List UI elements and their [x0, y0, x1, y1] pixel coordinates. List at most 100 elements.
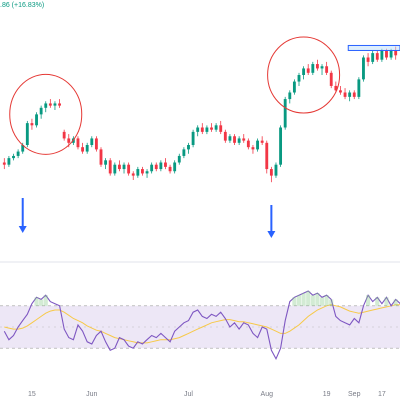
candle-body [94, 138, 98, 150]
annotation-circle [267, 36, 341, 114]
candle-body [127, 164, 131, 174]
candle-body [380, 50, 384, 60]
price-change-label: .86 (+16.83%) [0, 2, 45, 9]
candle-body [233, 136, 236, 143]
candle-body [260, 140, 264, 143]
candle-body [325, 66, 329, 73]
candle-body [25, 123, 29, 145]
candle-body [320, 66, 324, 69]
candle-body [196, 127, 200, 132]
candle-body [228, 136, 232, 141]
candle-body [366, 57, 370, 62]
candle-body [389, 50, 393, 58]
candle-body [177, 155, 181, 163]
candle-body [16, 151, 20, 156]
candle-body [12, 155, 15, 159]
candle-body [352, 92, 356, 97]
candle-body [306, 68, 310, 73]
candle-body [339, 90, 342, 93]
resistance-zone [347, 44, 400, 51]
candle-body [297, 75, 301, 82]
candle-body [145, 171, 149, 174]
candle-body [311, 64, 315, 73]
rsi-pane [0, 290, 400, 361]
candle-body [334, 85, 338, 91]
candle-body [90, 138, 94, 145]
candle-body [315, 64, 319, 69]
candle-body [108, 160, 112, 174]
candle-body [200, 127, 204, 132]
x-axis: 15 Jun Jul Aug 19 Sep 17 [28, 391, 386, 398]
rsi-ma-line [4, 304, 400, 344]
candle-body [182, 149, 186, 156]
candle-body [21, 145, 25, 152]
candle-body [237, 138, 241, 143]
candle-body [44, 103, 48, 108]
candle-body [104, 160, 108, 165]
candle-body [150, 164, 154, 172]
candle-body [164, 162, 167, 167]
candle-body [7, 158, 11, 165]
candle-body [265, 142, 269, 170]
x-tick-label: Sep [348, 391, 361, 398]
candle-body [99, 149, 103, 165]
x-tick-label: 15 [28, 391, 36, 398]
candle-body [122, 164, 126, 170]
x-tick-label: Jul [184, 391, 193, 398]
candle-body [2, 162, 6, 165]
annotation-circle [9, 73, 83, 155]
candle-body [141, 169, 144, 174]
x-tick-label: Aug [261, 391, 274, 398]
candle-body [274, 164, 278, 176]
candle-body [394, 50, 398, 56]
candle-body [117, 164, 121, 170]
candle-body [279, 127, 283, 165]
candle-body [131, 173, 135, 176]
candle-body [62, 131, 66, 139]
candle-body [39, 107, 43, 115]
candle-body [288, 92, 292, 100]
candle-body [168, 166, 172, 172]
candle-body [242, 138, 246, 141]
candle-body [67, 138, 71, 143]
candle-body [219, 125, 223, 132]
x-tick-label: Jun [86, 391, 97, 398]
candle-body [292, 81, 296, 93]
candle-body [269, 169, 273, 176]
candle-body [159, 162, 163, 170]
candle-body [154, 164, 158, 170]
candle-body [205, 127, 209, 132]
annotations-layer [9, 36, 341, 238]
candle-body [35, 114, 38, 126]
arrow-down-icon [267, 231, 276, 238]
candle-body [256, 140, 259, 150]
candle-body [191, 131, 195, 145]
price-pane [2, 44, 400, 183]
candle-body [58, 103, 61, 106]
candle-body [85, 145, 89, 152]
candle-body [76, 138, 80, 148]
candle-body [283, 99, 287, 128]
candle-body [187, 145, 190, 150]
arrow-down-icon [18, 226, 27, 233]
candle-body [113, 164, 117, 174]
candle-body [348, 92, 352, 97]
rsi-line [3, 290, 400, 361]
candle-body [173, 162, 177, 172]
candle-body [302, 68, 306, 75]
candle-body [53, 103, 57, 106]
candle-body [136, 169, 140, 176]
candle-body [48, 103, 52, 106]
candle-body [362, 57, 365, 80]
candle-body [246, 140, 250, 148]
candle-body [251, 147, 255, 150]
candle-body [357, 79, 361, 97]
candle-body [385, 50, 388, 58]
candle-body [30, 123, 34, 126]
candle-body [214, 125, 218, 130]
candle-body [223, 131, 227, 141]
x-tick-label: 17 [378, 391, 386, 398]
candle-body [343, 92, 347, 97]
candle-body [371, 53, 375, 62]
